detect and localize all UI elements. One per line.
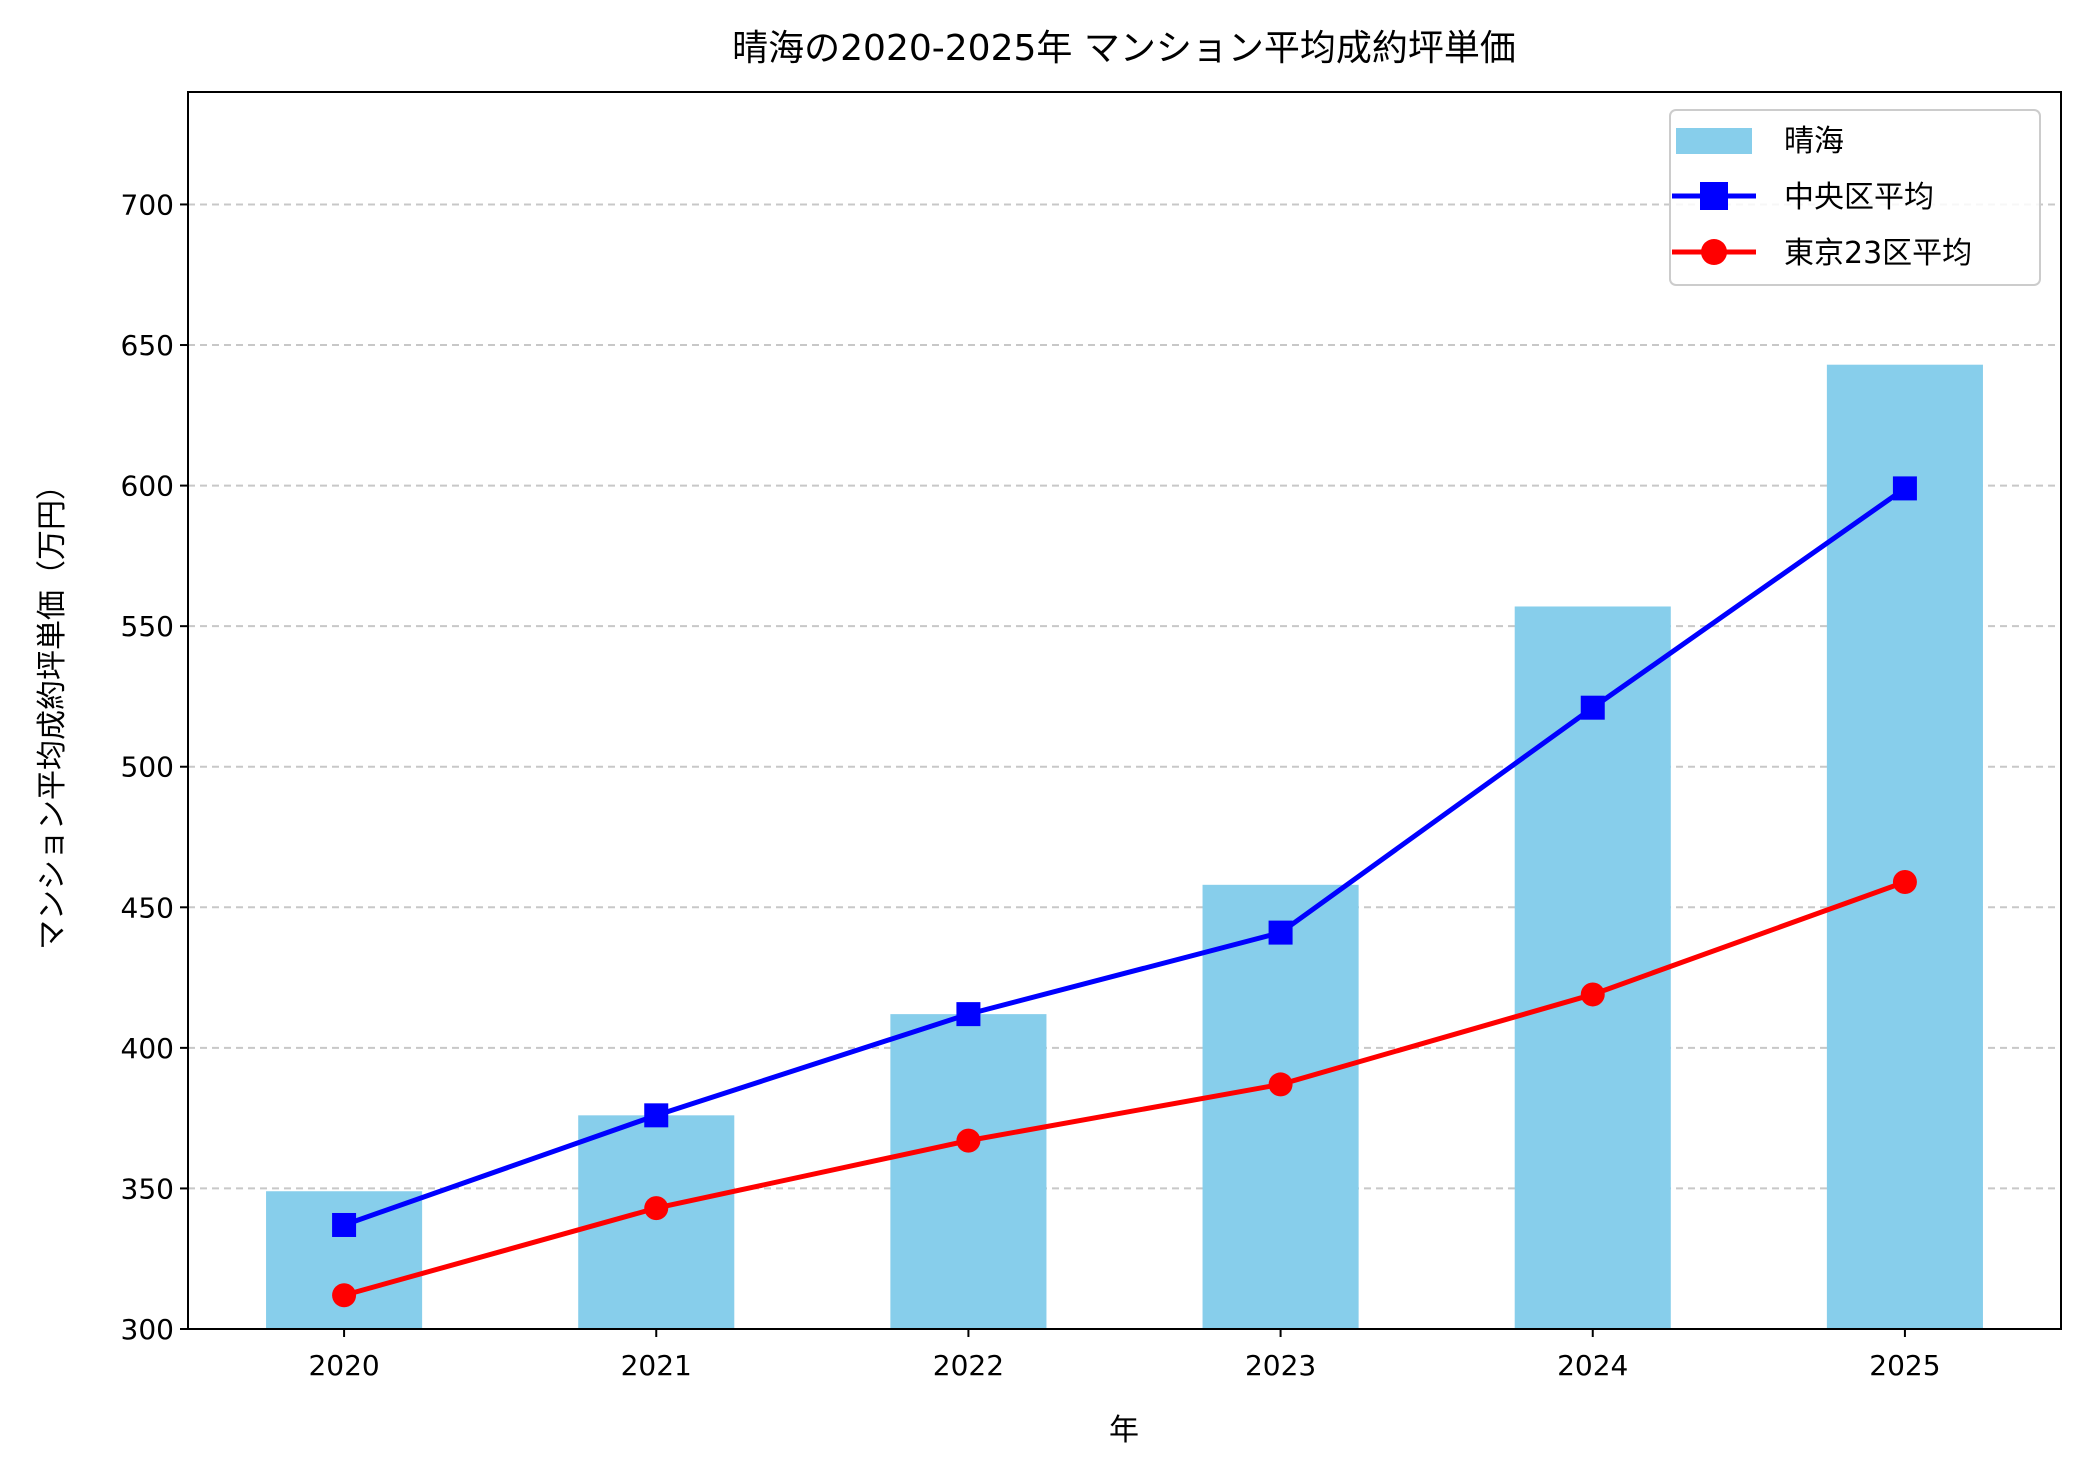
bar	[1514, 606, 1671, 1329]
x-tick-label: 2024	[1557, 1349, 1628, 1382]
legend-marker	[1701, 239, 1727, 265]
x-tick-label: 2022	[933, 1349, 1004, 1382]
bar	[266, 1191, 423, 1329]
y-tick-label: 550	[121, 610, 174, 643]
data-point	[1268, 920, 1293, 945]
y-tick-label: 300	[121, 1313, 174, 1346]
y-tick-label: 400	[121, 1032, 174, 1065]
data-point	[956, 1128, 981, 1153]
legend-label: 中央区平均	[1784, 180, 1934, 215]
legend-label: 晴海	[1784, 124, 1844, 159]
data-point	[1892, 869, 1917, 894]
y-tick-label: 450	[121, 891, 174, 924]
x-axis-label: 年	[1109, 1413, 1139, 1448]
y-tick-label: 600	[121, 470, 174, 503]
y-axis-label: マンション平均成約坪単価（万円）	[35, 470, 70, 950]
bar	[1826, 364, 1983, 1329]
series-line	[343, 486, 1907, 1228]
data-point	[332, 1212, 357, 1237]
legend-marker	[1700, 182, 1728, 210]
data-point	[1580, 695, 1605, 720]
legend-swatch	[1676, 128, 1752, 154]
y-tick-label: 350	[121, 1172, 174, 1205]
y-tick-label: 500	[121, 751, 174, 784]
plot-frame	[187, 91, 2062, 1330]
data-point	[956, 1002, 981, 1027]
series-line	[343, 879, 1906, 1298]
y-tick-label: 650	[121, 329, 174, 362]
bar	[1202, 884, 1359, 1329]
x-tick-label: 2025	[1869, 1349, 1940, 1382]
x-tick-label: 2020	[308, 1349, 379, 1382]
x-tick-label: 2023	[1245, 1349, 1316, 1382]
x-tick-label: 2021	[621, 1349, 692, 1382]
data-point	[332, 1283, 357, 1308]
bar	[890, 1014, 1047, 1329]
data-point	[1580, 982, 1605, 1007]
y-tick-label: 700	[121, 188, 174, 221]
data-point	[644, 1103, 669, 1128]
data-point	[644, 1196, 669, 1221]
legend-label: 東京23区平均	[1784, 236, 1972, 271]
data-point	[1268, 1072, 1293, 1097]
data-point	[1892, 476, 1917, 501]
chart-title: 晴海の2020-2025年 マンション平均成約坪単価	[732, 28, 1516, 69]
